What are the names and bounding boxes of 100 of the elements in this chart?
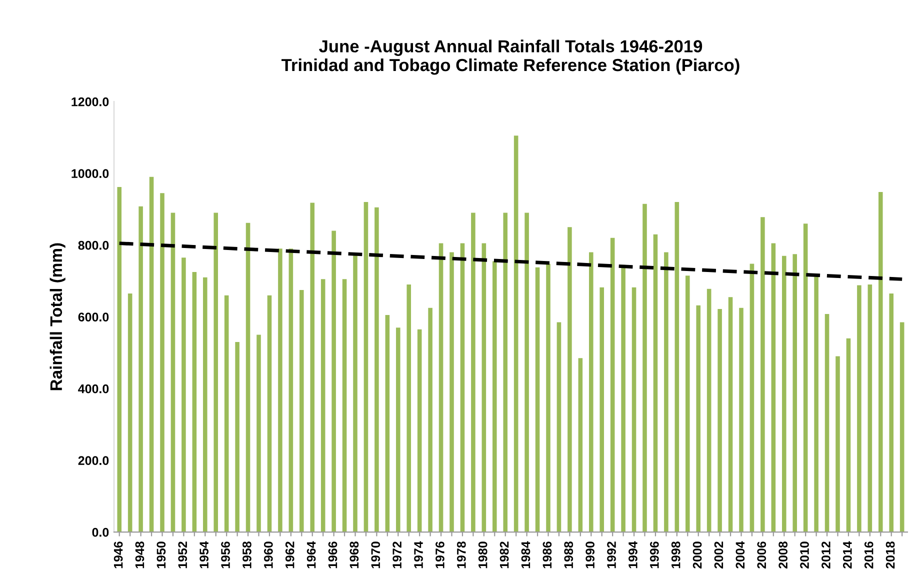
x-tick-label: 1970 bbox=[371, 542, 380, 568]
bar bbox=[428, 308, 432, 532]
x-tick-label: 1962 bbox=[285, 542, 294, 568]
bar bbox=[267, 295, 272, 532]
bar bbox=[771, 243, 776, 532]
bar bbox=[417, 329, 422, 532]
x-tick-label: 2000 bbox=[692, 542, 702, 568]
x-tick-label: 1948 bbox=[135, 542, 144, 568]
bar bbox=[160, 193, 164, 532]
y-tick-label: 400.0 bbox=[78, 384, 109, 394]
bar bbox=[674, 202, 680, 532]
x-tick-label: 1968 bbox=[350, 542, 359, 568]
x-tick-label: 1994 bbox=[628, 541, 638, 568]
bar bbox=[900, 322, 904, 532]
bar bbox=[332, 230, 336, 532]
bar bbox=[182, 258, 186, 532]
x-tick-label: 1982 bbox=[500, 542, 509, 568]
bar bbox=[438, 243, 444, 532]
bar bbox=[642, 204, 647, 532]
bar bbox=[192, 272, 197, 532]
bar bbox=[588, 252, 594, 532]
bar bbox=[396, 328, 400, 532]
x-tick-label: 2014 bbox=[842, 541, 852, 568]
bar bbox=[288, 248, 294, 532]
x-tick-label: 1980 bbox=[478, 542, 488, 568]
bar bbox=[128, 294, 132, 532]
x-tick-label: 1946 bbox=[114, 542, 123, 568]
bar bbox=[782, 256, 786, 532]
bar bbox=[889, 294, 894, 532]
bar bbox=[868, 284, 872, 532]
x-tick-label: 1952 bbox=[178, 542, 188, 568]
x-tick-label: 1992 bbox=[607, 542, 616, 568]
bar bbox=[728, 297, 733, 532]
x-tick-label: 1998 bbox=[671, 542, 680, 568]
bar bbox=[385, 315, 390, 532]
bar bbox=[503, 212, 508, 532]
bar bbox=[342, 279, 347, 532]
bar bbox=[568, 227, 572, 532]
bar bbox=[310, 202, 315, 532]
x-tick-label: 2010 bbox=[800, 542, 809, 568]
bar bbox=[803, 224, 808, 532]
y-tick-label: 800.0 bbox=[78, 240, 109, 250]
bar bbox=[739, 308, 744, 532]
bar bbox=[246, 222, 250, 532]
bar bbox=[556, 322, 562, 532]
bar bbox=[836, 356, 840, 532]
x-tick-label: 1988 bbox=[564, 542, 574, 568]
bar bbox=[750, 264, 754, 532]
x-tick-label: 2018 bbox=[886, 542, 895, 568]
bar bbox=[814, 276, 818, 532]
y-axis-title: Rainfall Total (mm) bbox=[50, 243, 66, 390]
y-tick-label: 1200.0 bbox=[72, 97, 109, 106]
x-tick-label: 1976 bbox=[436, 542, 444, 568]
x-tick-label: 2008 bbox=[778, 542, 788, 568]
bar bbox=[202, 277, 208, 532]
bar bbox=[514, 136, 518, 532]
x-tick-label: 1990 bbox=[586, 542, 594, 568]
bar bbox=[235, 342, 240, 532]
bar bbox=[320, 279, 326, 532]
x-tick-label: 2012 bbox=[822, 542, 830, 568]
bar bbox=[149, 176, 154, 532]
bar bbox=[718, 308, 722, 532]
x-tick-label: 1996 bbox=[650, 542, 659, 568]
bar bbox=[406, 284, 412, 532]
bar bbox=[578, 358, 583, 532]
bar bbox=[117, 186, 122, 532]
y-tick-label: 1000.0 bbox=[72, 169, 109, 178]
bar bbox=[857, 285, 862, 532]
bar bbox=[138, 206, 143, 532]
bar bbox=[696, 305, 700, 532]
bar bbox=[492, 261, 497, 532]
chart-title: June -August Annual Rainfall Totals 1946-2019 Trinidad and Tobago Climate Reference Station (Piarco) bbox=[281, 40, 740, 75]
x-tick-label: 2006 bbox=[757, 542, 766, 568]
bar bbox=[353, 254, 358, 532]
bar bbox=[600, 287, 604, 532]
bar bbox=[664, 252, 668, 532]
y-tick-label: 0.0 bbox=[92, 528, 109, 537]
bar bbox=[224, 295, 229, 532]
bar bbox=[610, 238, 615, 532]
bar bbox=[653, 234, 658, 532]
bar bbox=[364, 202, 368, 532]
x-tick-label: 2002 bbox=[714, 542, 724, 568]
x-tick-label: 1978 bbox=[456, 542, 466, 568]
bar bbox=[546, 264, 550, 532]
bar bbox=[632, 287, 636, 532]
bar bbox=[374, 207, 379, 532]
x-tick-label: 1956 bbox=[221, 542, 230, 568]
bar bbox=[278, 248, 282, 532]
bar bbox=[524, 212, 529, 532]
x-tick-label: 1986 bbox=[542, 542, 552, 568]
x-tick-label: 1958 bbox=[242, 542, 252, 568]
y-tick-label: 200.0 bbox=[78, 456, 109, 465]
bar bbox=[170, 212, 176, 532]
y-tick-label: 600.0 bbox=[78, 312, 109, 322]
bar bbox=[256, 334, 261, 532]
bar bbox=[824, 314, 830, 532]
x-tick-label: 2004 bbox=[736, 541, 745, 568]
x-tick-label: 1964 bbox=[306, 541, 316, 568]
bar bbox=[685, 276, 690, 532]
x-tick-label: 2016 bbox=[864, 542, 874, 568]
